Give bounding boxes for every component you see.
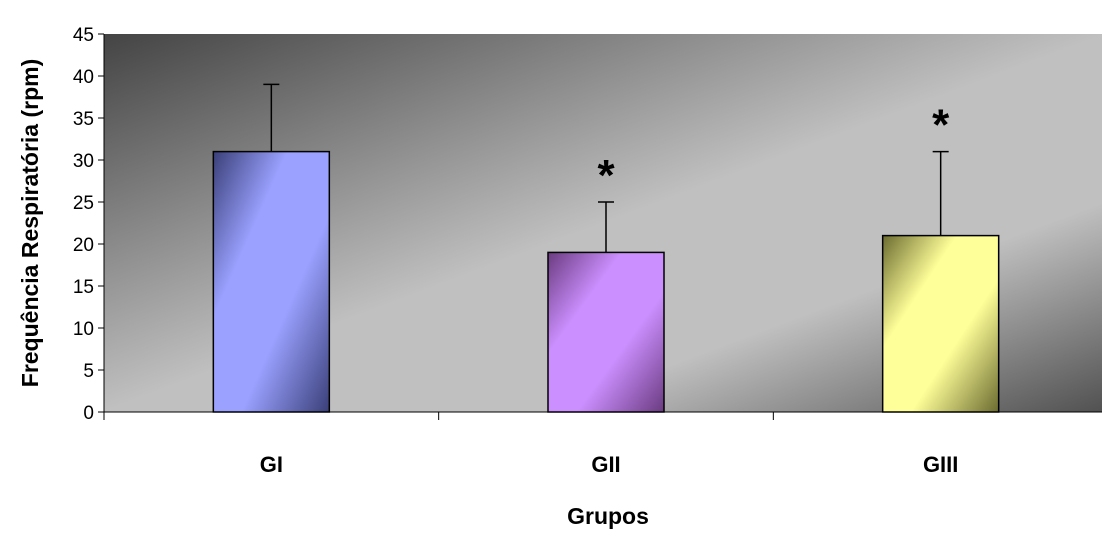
y-tick-label: 5	[83, 361, 94, 382]
y-tick-label: 30	[73, 151, 94, 172]
y-tick-label: 25	[73, 193, 94, 214]
bar-giii	[881, 234, 1000, 413]
x-category-label-gii: GII	[591, 452, 620, 477]
y-tick-label: 20	[73, 235, 94, 256]
x-category-label-giii: GIII	[923, 452, 958, 477]
plot-layer: 0 5 10 15 20 25 30 35 40 45 GI * GII * GIII	[73, 25, 1102, 477]
y-axis-title: Frequência Respiratória (rpm)	[17, 59, 43, 387]
y-tick-label: 35	[73, 109, 94, 130]
x-category-label-gi: GI	[260, 452, 283, 477]
bar-gii	[547, 251, 665, 413]
bar-gi	[212, 150, 331, 413]
y-tick-label: 45	[73, 25, 94, 46]
x-axis-title: Grupos	[567, 503, 649, 529]
y-tick-label: 40	[73, 67, 94, 88]
y-tick-label: 15	[73, 277, 94, 298]
significance-marker-giii: *	[932, 101, 950, 150]
significance-marker-gii: *	[597, 151, 615, 200]
y-tick-label: 10	[73, 319, 94, 340]
y-tick-label: 0	[83, 403, 94, 424]
